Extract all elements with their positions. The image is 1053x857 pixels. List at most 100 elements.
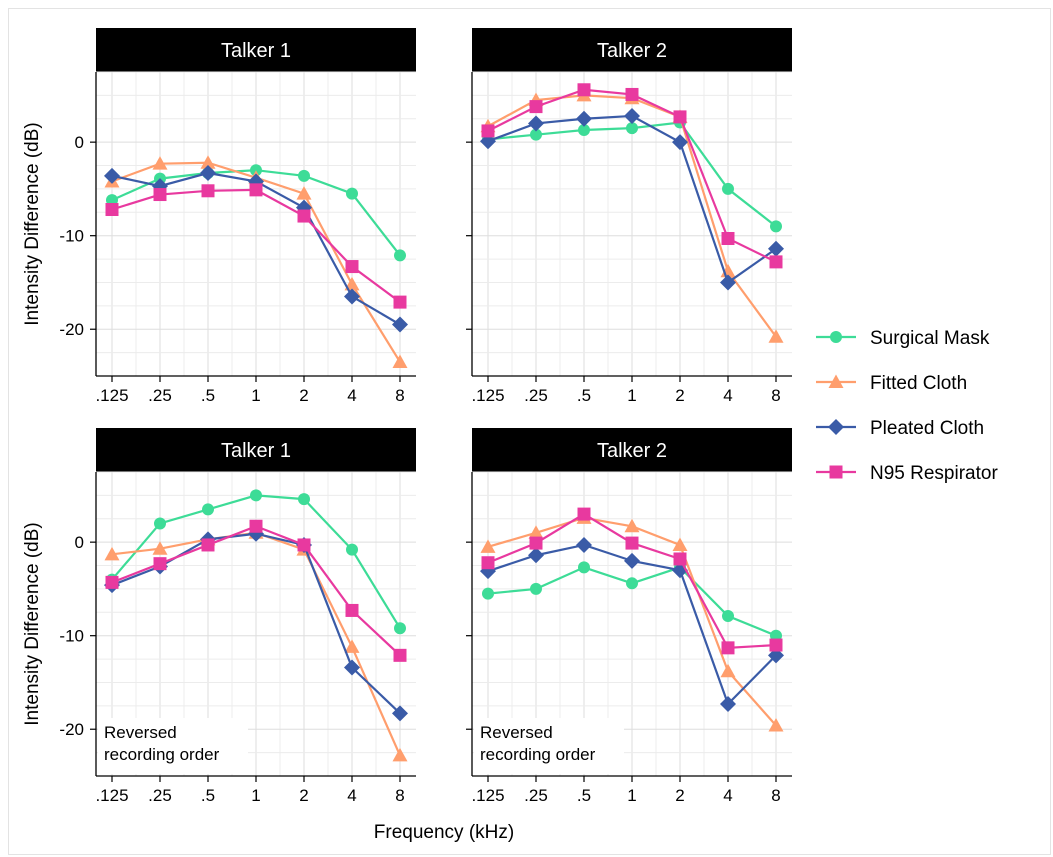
- data-point-n95-respirator: [625, 87, 639, 101]
- data-point-n95-respirator: [153, 557, 167, 571]
- x-tick-label: 2: [675, 786, 684, 805]
- legend: Surgical Mask Fitted Cloth Pleated Cloth N9…: [816, 328, 998, 484]
- x-tick-label: .125: [95, 386, 128, 405]
- data-point-n95-respirator: [625, 536, 639, 550]
- annotation-text: Reversed: [104, 723, 177, 742]
- panel-2: Talker 2 .125 .25 .5 1 2 4 8: [466, 28, 792, 405]
- data-point-n95-respirator: [481, 124, 495, 138]
- data-point-surgical-mask: [346, 187, 358, 200]
- x-tick-label: 4: [347, 386, 356, 405]
- panel-title: Talker 2: [597, 40, 667, 62]
- data-point-n95-respirator: [481, 556, 495, 570]
- x-axis-title: Frequency (kHz): [374, 822, 514, 843]
- data-point-n95-respirator: [201, 184, 215, 198]
- annotation-text: recording order: [104, 745, 220, 764]
- data-point-pleated-cloth: [344, 659, 360, 676]
- data-point-fitted-cloth: [672, 537, 688, 551]
- data-point-surgical-mask: [482, 587, 494, 600]
- panel-title: Talker 2: [597, 440, 667, 462]
- y-tick-label: -20: [59, 320, 84, 339]
- legend-label: Fitted Cloth: [870, 373, 967, 394]
- data-point-surgical-mask: [770, 220, 782, 233]
- x-tick-label: .5: [577, 386, 591, 405]
- data-point-surgical-mask: [626, 577, 638, 590]
- x-tick-label: 8: [771, 786, 780, 805]
- data-point-n95-respirator: [153, 188, 167, 202]
- legend-marker: [828, 374, 844, 388]
- data-point-n95-respirator: [529, 536, 543, 550]
- data-point-fitted-cloth: [152, 541, 168, 555]
- data-point-pleated-cloth: [344, 288, 360, 305]
- data-point-surgical-mask: [250, 489, 262, 502]
- data-point-n95-respirator: [201, 538, 215, 552]
- data-point-fitted-cloth: [768, 329, 784, 343]
- x-tick-label: .125: [471, 786, 504, 805]
- data-point-surgical-mask: [530, 582, 542, 595]
- x-tick-label: 8: [395, 386, 404, 405]
- legend-label: Pleated Cloth: [870, 418, 984, 439]
- data-point-n95-respirator: [529, 100, 543, 114]
- data-point-fitted-cloth: [200, 155, 216, 169]
- data-point-n95-respirator: [673, 552, 687, 566]
- data-point-surgical-mask: [722, 610, 734, 623]
- data-point-n95-respirator: [345, 603, 359, 617]
- x-tick-label: 8: [395, 786, 404, 805]
- data-point-n95-respirator: [721, 231, 735, 245]
- x-tick-label: 2: [675, 386, 684, 405]
- data-point-n95-respirator: [393, 295, 407, 309]
- data-point-n95-respirator: [249, 183, 263, 197]
- data-point-surgical-mask: [154, 517, 166, 530]
- panel-title-strip: [472, 28, 792, 72]
- data-point-fitted-cloth: [392, 354, 408, 368]
- data-point-n95-respirator: [769, 255, 783, 269]
- x-tick-label: 1: [251, 386, 260, 405]
- y-tick-label: -10: [59, 227, 84, 246]
- data-point-pleated-cloth: [624, 552, 640, 569]
- y-tick-label: 0: [75, 133, 84, 152]
- x-tick-label: .25: [524, 386, 548, 405]
- x-tick-label: 4: [723, 386, 732, 405]
- data-point-fitted-cloth: [344, 639, 360, 653]
- legend-marker: [828, 419, 844, 435]
- data-point-surgical-mask: [202, 503, 214, 516]
- data-point-n95-respirator: [769, 638, 783, 652]
- panel-1: Talker 1 .125 .25 .5 1 2 4 8 0 -10 -20 Intensity Di…: [22, 28, 416, 405]
- data-point-n95-respirator: [577, 83, 591, 97]
- data-point-pleated-cloth: [392, 705, 408, 722]
- data-point-fitted-cloth: [480, 539, 496, 553]
- data-point-surgical-mask: [578, 123, 590, 136]
- x-tick-label: .5: [201, 786, 215, 805]
- x-tick-label: 8: [771, 386, 780, 405]
- data-point-fitted-cloth: [768, 717, 784, 732]
- data-point-n95-respirator: [105, 203, 119, 217]
- x-tick-label: 1: [251, 786, 260, 805]
- x-tick-label: .25: [148, 386, 172, 405]
- panel-title-strip: [96, 28, 416, 72]
- legend-label: N95 Respirator: [870, 463, 998, 484]
- data-point-fitted-cloth: [104, 546, 120, 561]
- x-tick-label: .25: [148, 786, 172, 805]
- panel-4: Talker 2 .125 .25 .5 1 2 4 8 Reversed recording o…: [466, 428, 792, 805]
- data-point-fitted-cloth: [344, 276, 360, 291]
- data-point-pleated-cloth: [672, 134, 688, 151]
- data-point-n95-respirator: [673, 110, 687, 124]
- data-point-n95-respirator: [297, 209, 311, 223]
- data-point-pleated-cloth: [720, 695, 736, 712]
- data-point-pleated-cloth: [768, 240, 784, 257]
- annotation-box: [98, 718, 248, 774]
- panel-title: Talker 1: [221, 40, 291, 62]
- data-point-n95-respirator: [249, 519, 263, 533]
- x-tick-label: .5: [201, 386, 215, 405]
- data-point-n95-respirator: [345, 260, 359, 274]
- data-point-pleated-cloth: [104, 167, 120, 184]
- data-point-fitted-cloth: [720, 663, 736, 678]
- data-point-surgical-mask: [578, 561, 590, 574]
- data-point-surgical-mask: [626, 122, 638, 135]
- data-point-pleated-cloth: [528, 547, 544, 564]
- data-point-pleated-cloth: [576, 536, 592, 553]
- data-point-surgical-mask: [394, 249, 406, 262]
- data-point-pleated-cloth: [200, 165, 216, 182]
- data-point-fitted-cloth: [624, 518, 640, 533]
- x-tick-label: 1: [627, 386, 636, 405]
